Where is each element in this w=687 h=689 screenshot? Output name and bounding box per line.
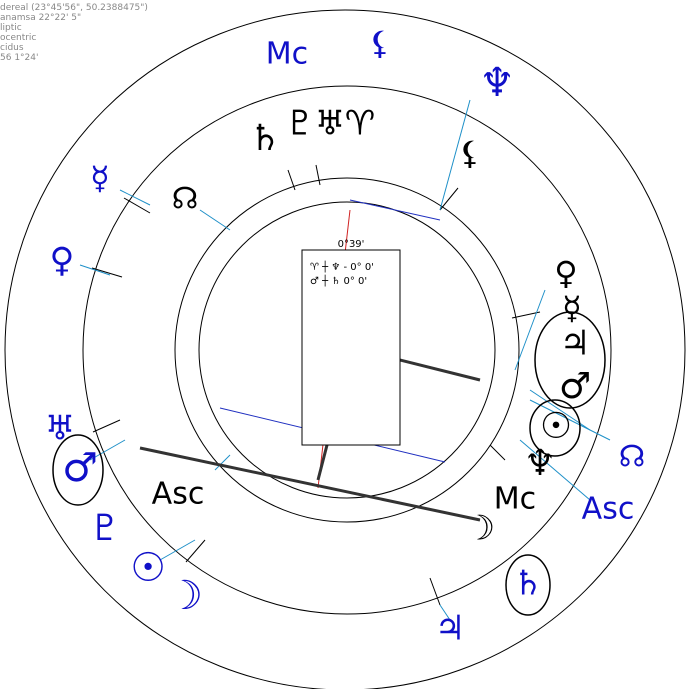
inner-glyph: ⚸ bbox=[458, 134, 481, 172]
inner-glyph: ♇ bbox=[285, 104, 315, 144]
house-ticks bbox=[91, 164, 541, 606]
header-line: cidus bbox=[0, 43, 24, 53]
box-row: ♂ ┼ ♄ 0° 0' bbox=[310, 274, 367, 287]
inner-glyph: ♃ bbox=[560, 324, 590, 364]
outer-glyph: ♇ bbox=[89, 508, 121, 549]
outer-glyph: Asc bbox=[582, 492, 635, 527]
inner-glyph: ♀ bbox=[554, 254, 577, 292]
box-title: 0°39' bbox=[338, 239, 365, 250]
outer-glyph: ♄ bbox=[513, 564, 543, 604]
inner-glyph: Asc bbox=[152, 477, 205, 512]
inner-glyph: ♆ bbox=[524, 443, 556, 484]
inner-glyph: ♄ bbox=[249, 118, 281, 159]
header-line: dereal (23°45'56", 50.2388475") bbox=[0, 3, 148, 13]
outer-glyph: ♅ bbox=[45, 409, 75, 449]
outer-glyph: ☊ bbox=[619, 440, 646, 475]
inner-glyph: ♂ bbox=[559, 366, 591, 407]
inner-glyph: Mc bbox=[494, 482, 536, 517]
inner-glyph: ☉ bbox=[540, 406, 572, 447]
outer-glyph: ☉ bbox=[130, 545, 166, 591]
inner-glyph: ☿ bbox=[562, 289, 582, 327]
box-row: ♈ ┼ ♆ - 0° 0' bbox=[310, 260, 374, 273]
header-line: 56 1°24' bbox=[0, 53, 38, 63]
outer-glyph: ♆ bbox=[479, 60, 515, 106]
header-line: ocentric bbox=[0, 33, 36, 43]
inner-glyph: ♅ bbox=[315, 104, 345, 144]
outer-glyph: ☿ bbox=[90, 159, 110, 197]
outer-glyph: ♂ bbox=[62, 445, 98, 491]
outer-glyph: ⚸ bbox=[368, 24, 391, 62]
outer-glyph: ♀ bbox=[50, 241, 75, 281]
glyph-leaders bbox=[79, 99, 611, 621]
info-box bbox=[301, 249, 401, 446]
inner-glyph: ☊ bbox=[172, 182, 199, 217]
rings bbox=[4, 9, 686, 689]
header: dereal (23°45'56", 50.2388475")anamsa 22… bbox=[0, 3, 148, 63]
outer-glyph: ☽ bbox=[167, 573, 203, 619]
glyph-circles bbox=[52, 311, 606, 616]
axis-line bbox=[349, 199, 441, 221]
glyphs: Mc ⚸♆☿♀♅♂♇☉☽♃♄Asc☊♄ ♇ ♅ ♈⚸☊Asc Mc☽♆☉♂♃☿♀ bbox=[45, 24, 646, 649]
header-line: liptic bbox=[0, 23, 22, 33]
header-line: anamsa 22°22' 5" bbox=[0, 13, 81, 23]
inner-glyph: ☽ bbox=[465, 509, 495, 549]
outer-glyph: Mc bbox=[266, 37, 308, 72]
inner-glyph: ♈ bbox=[345, 104, 375, 144]
outer-glyph: ♃ bbox=[435, 609, 465, 649]
